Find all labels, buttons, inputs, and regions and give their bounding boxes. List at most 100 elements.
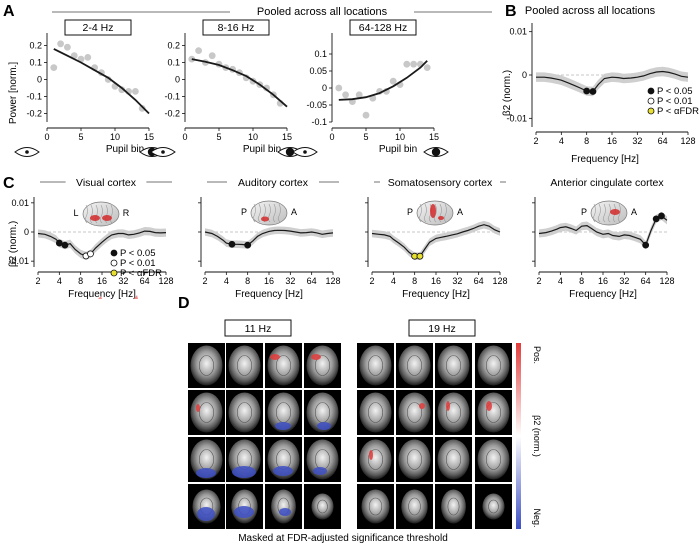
y-tick-label: 0.2 [29,41,42,51]
x-axis-label: Frequency [Hz] [402,289,470,300]
x-tick-label: 4 [57,276,62,286]
x-tick-label: 128 [158,276,173,286]
data-point [389,77,397,85]
brain-roi [438,216,444,220]
chart-title: 2-4 Hz [83,22,114,34]
y-tick-label: -0.1 [26,92,42,102]
group-label-11hz: 11 Hz [245,323,272,335]
significance-marker-p05 [228,240,236,248]
x-tick-label: 128 [492,276,507,286]
x-tick-label: 32 [285,276,295,286]
legend-p01-label: P < 0.01 [657,96,692,107]
significance-marker-p05 [61,241,69,249]
slice-ventricle [406,402,422,423]
ci-band [38,227,166,260]
x-tick-label: 5 [363,132,368,142]
significance-marker-p05 [55,239,63,247]
mri-slice [435,437,472,482]
y-tick-label: 0 [37,75,42,85]
slice-ventricle [445,355,461,376]
brain-sulcus [252,203,256,223]
x-tick-label: 8 [412,276,417,286]
slice-ventricle [275,355,291,376]
panel-b-header: Pooled across all locations [525,5,656,17]
series-line [204,229,334,246]
x-tick-label: 16 [607,136,617,146]
brain-roi [430,204,436,218]
brain-sulcus [592,203,596,223]
pupil-bin-label-2: Pupil bin [243,144,281,155]
slice-brain [267,345,300,386]
slice-brain [306,345,339,386]
pupil [25,150,29,154]
positive-overlay [311,354,321,360]
brain-orient-right: A [291,207,297,217]
panel-a-pupil-row: Pupil bin Pupil bin Pupil bin [14,144,449,157]
slice-ventricle [485,449,501,470]
x-tick-label: 5 [216,132,221,142]
group-box-11hz [224,319,292,337]
colorbar-neg-label: Neg. [532,508,542,527]
panel-label-b: B [505,3,517,20]
slice-brain [398,439,431,480]
mri-slice [475,343,512,388]
x-tick-label: 0 [44,132,49,142]
mri-slice [357,343,394,388]
legend-p05-label: P < 0.05 [657,86,692,97]
mri-slice [357,484,394,529]
positive-overlay [196,404,200,412]
plot-c2: Auditory cortex 2 4 8 16 32 64 128 Frequency [Hz… [198,173,341,300]
stray-mark-1 [98,296,102,299]
slice-brain [228,345,261,386]
slice-brain [437,439,470,480]
slice-ventricle [317,499,328,514]
brain-roi [90,215,100,221]
y-tick-label: 0 [322,83,327,93]
data-point [84,54,92,61]
brain-sulcus [267,203,271,223]
slice-ventricle [488,499,499,514]
chart-title: Auditory cortex [238,177,309,189]
x-tick-label: 8 [78,276,83,286]
panel-label-d: D [178,295,190,312]
data-point [208,52,216,60]
brain-roi [261,216,269,222]
x-tick-label: 4 [224,276,229,286]
brain-orient-right: R [123,208,130,218]
mri-slice [396,390,433,435]
pupil-bin-label-1: Pupil bin [106,144,144,155]
x-tick-label: 64 [474,276,484,286]
c-legend-fdr-marker [110,269,118,277]
brain-orient-left: L [73,208,78,218]
negative-overlay [275,422,291,430]
significance-marker-p05 [652,215,660,223]
title-box [349,19,417,36]
chart-title: 64-128 Hz [359,22,407,34]
x-tick-label: 8 [584,136,589,146]
brain-orient-left: P [407,207,413,217]
c-legend-p01-marker [110,259,118,267]
slice-ventricle [408,497,421,516]
slice-brain [190,392,223,433]
group-box-19hz [408,319,476,337]
x-tick-label: 8 [245,276,250,286]
mri-slice [265,437,302,482]
brain-orient-right: A [631,207,637,217]
colorbar [516,343,521,529]
slice-brain [359,345,392,386]
ci-band [539,211,667,250]
x-tick-label: 16 [264,276,274,286]
slice-brain [228,392,261,433]
y-tick-label: 0.1 [29,58,42,68]
plot-a3: 64-128 Hz -0.1 -0.05 0 0.05 0.1 0 5 10 15 [306,19,439,142]
y-tick-label: -0.05 [306,100,327,110]
pupil-icons [14,147,449,157]
slice-brain [398,392,431,433]
slice-brain [190,439,223,480]
y-tick-label: 0 [175,75,180,85]
group-label-19hz: 19 Hz [428,323,455,335]
mri-slice [188,484,225,529]
x-tick-label: 10 [395,132,405,142]
